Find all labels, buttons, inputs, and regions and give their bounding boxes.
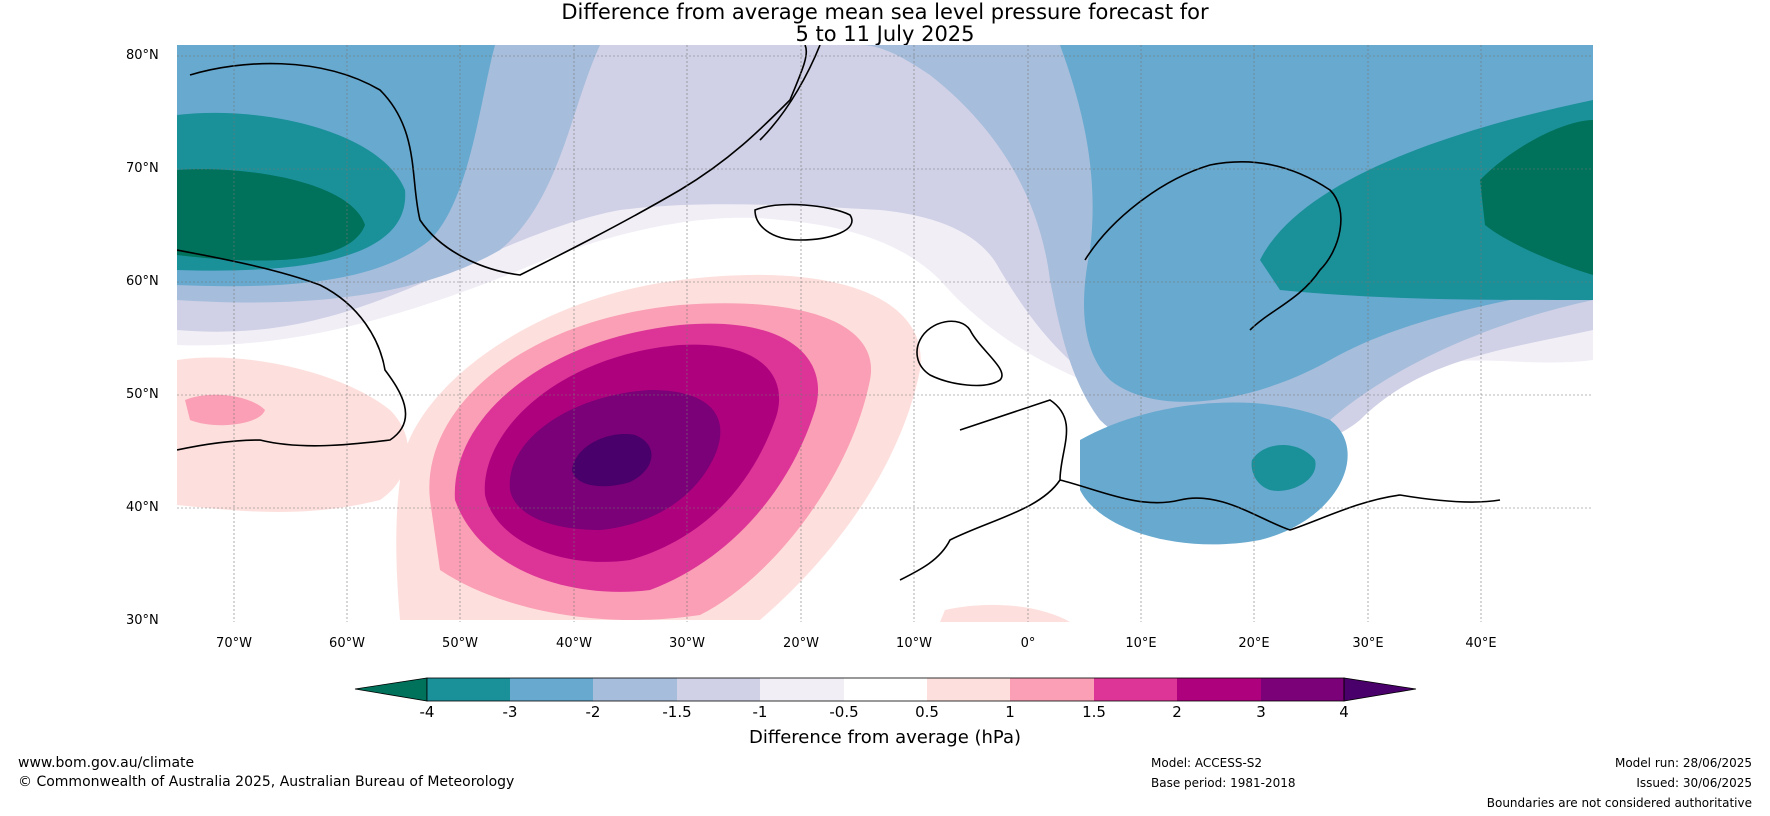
greenland-east-coast	[759, 45, 821, 141]
lon-label: 30°E	[1352, 636, 1384, 651]
british-isles-coast	[916, 320, 1003, 387]
lon-label: 0°	[1020, 636, 1036, 651]
colorbar-cell	[1177, 678, 1261, 701]
lat-label: 80°N	[126, 48, 159, 63]
colorbar-cell	[677, 678, 760, 701]
colorbar-tick: 0.5	[915, 703, 939, 721]
lon-label: 10°E	[1125, 636, 1157, 651]
colorbar-tick: -0.5	[829, 703, 859, 721]
colorbar-tick: -1.5	[662, 703, 692, 721]
footer-issued: Issued: 30/06/2025	[1636, 776, 1752, 790]
colorbar-tick: -1	[752, 703, 768, 721]
lat-label: 70°N	[126, 161, 159, 176]
footer-copyright: © Commonwealth of Australia 2025, Austra…	[18, 774, 515, 790]
colorbar-extend-high	[1343, 677, 1417, 702]
negative-band-m4-east	[1480, 120, 1593, 275]
iceland-coast	[754, 203, 853, 241]
colorbar-cell	[760, 678, 844, 701]
colorbar-cell	[1010, 678, 1094, 701]
mediterranean-coast	[1059, 479, 1501, 531]
colorbar-extend-low	[354, 677, 428, 702]
footer-disclaimer: Boundaries are not considered authoritat…	[1486, 796, 1752, 810]
positive-band-p1-west	[185, 394, 265, 426]
lon-label: 70°W	[216, 636, 252, 651]
colorbar-cell	[427, 678, 510, 701]
colorbar	[354, 677, 1417, 702]
lat-label: 60°N	[126, 274, 159, 289]
positive-band-p05-west	[177, 357, 409, 512]
positive-band-p05-south	[940, 604, 1070, 622]
lon-label: 30°W	[669, 636, 705, 651]
colorbar-frame	[426, 677, 1345, 702]
colorbar-label: Difference from average (hPa)	[748, 727, 1022, 748]
canada-coast	[177, 249, 407, 451]
map-title-line1: Difference from average mean sea level p…	[561, 0, 1209, 24]
lon-label: 50°W	[442, 636, 478, 651]
negative-band-m3-balkan	[1251, 445, 1316, 491]
colorbar-tick: 2	[1172, 703, 1182, 721]
footer-model-run: Model run: 28/06/2025	[1614, 756, 1752, 770]
negative-band-m3	[1260, 100, 1593, 300]
negative-band-m4-west	[177, 169, 365, 261]
lon-label: 40°W	[556, 636, 592, 651]
lat-label: 50°N	[126, 387, 159, 402]
footer-model: Model: ACCESS-S2	[1151, 756, 1263, 770]
map-title-line2: 5 to 11 July 2025	[795, 22, 975, 46]
scandinavia-coast	[1084, 161, 1342, 331]
colorbar-cell	[927, 678, 1010, 701]
negative-band-m2-med	[1080, 402, 1348, 545]
colorbar-tick: 1.5	[1082, 703, 1106, 721]
colorbar-cell	[844, 678, 927, 701]
lon-label: 60°W	[329, 636, 365, 651]
lon-label: 10°W	[896, 636, 932, 651]
lon-label: 40°E	[1465, 636, 1497, 651]
colorbar-cell	[1261, 678, 1344, 701]
colorbar-cell	[1094, 678, 1177, 701]
graticule	[177, 45, 1593, 622]
footer-base-period: Base period: 1981-2018	[1151, 776, 1296, 790]
colorbar-tick: -4	[419, 703, 435, 721]
lat-label: 40°N	[126, 500, 159, 515]
lon-label: 20°E	[1238, 636, 1270, 651]
colorbar-tick: 3	[1256, 703, 1266, 721]
colorbar-tick: 1	[1005, 703, 1015, 721]
positive-band-p4	[572, 434, 652, 487]
lat-label: 30°N	[126, 613, 159, 628]
colorbar-tick: 4	[1339, 703, 1349, 721]
colorbar-tick: -2	[585, 703, 601, 721]
colorbar-cell	[593, 678, 677, 701]
contour-layer	[177, 45, 1593, 622]
colorbar-cell	[510, 678, 593, 701]
greenland-coast	[189, 45, 808, 276]
colorbar-tick: -3	[502, 703, 518, 721]
lon-label: 20°W	[783, 636, 819, 651]
footer-url[interactable]: www.bom.gov.au/climate	[18, 755, 195, 771]
coastlines	[177, 45, 1501, 581]
